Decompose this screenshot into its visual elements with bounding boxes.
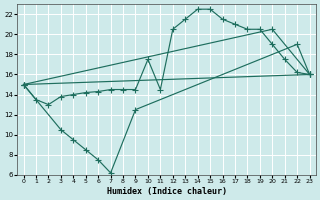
X-axis label: Humidex (Indice chaleur): Humidex (Indice chaleur) [107, 187, 227, 196]
